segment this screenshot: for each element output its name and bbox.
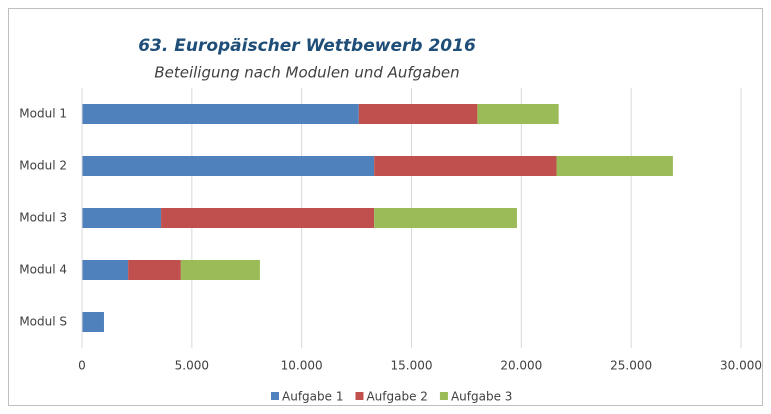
y-tick-label: Modul 4 [19, 263, 67, 277]
y-tick-label: Modul 2 [19, 159, 67, 173]
x-tick-label: 15.000 [391, 359, 433, 373]
bar [82, 260, 129, 280]
x-tick-label: 30.000 [720, 359, 762, 373]
legend-swatch [271, 392, 279, 400]
x-tick-label: 25.000 [610, 359, 652, 373]
x-tick-label: 5.000 [175, 359, 209, 373]
legend-swatch [439, 392, 448, 400]
bar [477, 104, 559, 124]
bar [128, 260, 181, 280]
bar [358, 104, 478, 124]
bar [161, 208, 375, 228]
y-tick-label: Modul S [19, 315, 67, 329]
bar [180, 260, 260, 280]
y-tick-label: Modul 1 [19, 107, 67, 121]
bar [374, 156, 557, 176]
chart-border [8, 8, 763, 406]
legend-label: Aufgabe 2 [366, 390, 427, 404]
bar [82, 156, 375, 176]
x-tick-label: 20.000 [500, 359, 542, 373]
x-tick-label: 10.000 [281, 359, 323, 373]
chart-subtitle: Beteiligung nach Modulen und Aufgaben [154, 64, 459, 82]
y-tick-label: Modul 3 [19, 211, 67, 225]
bar [82, 312, 104, 332]
legend-label: Aufgabe 1 [282, 390, 343, 404]
bar [82, 104, 359, 124]
chart-title: 63. Europäischer Wettbewerb 2016 [138, 36, 476, 56]
legend-label: Aufgabe 3 [451, 390, 512, 404]
bar [374, 208, 517, 228]
bar [82, 208, 162, 228]
x-tick-label: 0 [78, 359, 86, 373]
legend-swatch [355, 392, 364, 400]
bar [556, 156, 673, 176]
